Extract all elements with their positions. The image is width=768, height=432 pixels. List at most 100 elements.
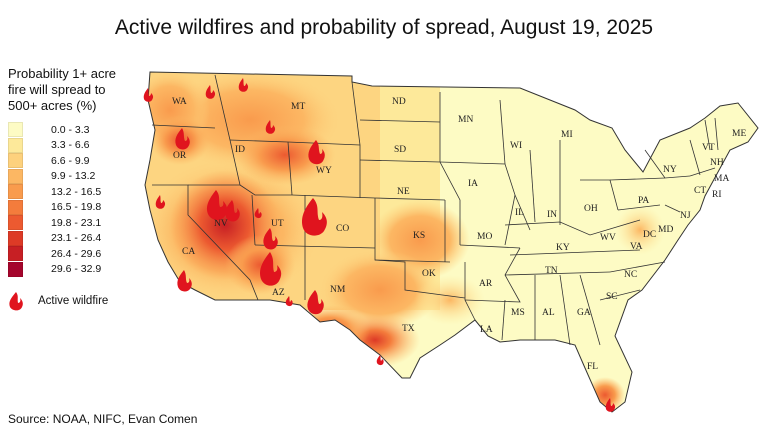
- state-label: NY: [663, 165, 677, 175]
- state-label: NV: [214, 219, 228, 229]
- state-label: LA: [480, 325, 493, 335]
- state-label: NH: [710, 158, 724, 168]
- state-label: CT: [694, 186, 706, 196]
- state-label: WV: [600, 233, 616, 243]
- legend-row: 23.1 - 26.4: [8, 230, 148, 247]
- state-label: WI: [510, 141, 522, 151]
- legend-row: 3.3 - 6.6: [8, 137, 148, 154]
- state-label: VA: [630, 242, 643, 252]
- state-label: RI: [712, 190, 722, 200]
- legend-swatch: [8, 199, 23, 215]
- state-label: WY: [316, 166, 332, 176]
- state-label: MI: [561, 130, 573, 140]
- state-label: MS: [511, 308, 525, 318]
- state-borders: [144, 71, 759, 413]
- state-label: GA: [577, 308, 591, 318]
- flame-icon: [263, 228, 278, 250]
- legend-label: 26.4 - 29.6: [51, 247, 102, 260]
- legend-row: 19.8 - 23.1: [8, 215, 148, 231]
- legend-swatch: [8, 246, 23, 262]
- legend-label: 6.6 - 9.9: [51, 154, 90, 167]
- state-label: WA: [172, 97, 187, 107]
- state-label: MO: [477, 232, 492, 242]
- state-label: AL: [542, 308, 555, 318]
- wildfire-markers: [143, 78, 616, 412]
- flame-icon: [307, 290, 324, 315]
- flame-icon: [302, 198, 327, 236]
- state-label: KS: [413, 231, 425, 241]
- state-label: OR: [173, 151, 187, 161]
- legend-swatch: [8, 137, 23, 153]
- map-title: Active wildfires and probability of spre…: [114, 16, 654, 39]
- legend-title-line: 500+ acres (%): [8, 98, 97, 113]
- state-label: OH: [584, 204, 598, 214]
- flame-icon: [205, 85, 216, 99]
- state-label: IA: [468, 179, 478, 189]
- legend-label: 19.8 - 23.1: [51, 216, 102, 229]
- state-label: NC: [624, 270, 637, 280]
- state-label: PA: [638, 196, 649, 206]
- legend-row: 9.9 - 13.2: [8, 168, 148, 185]
- legend-row: 26.4 - 29.6: [8, 246, 148, 262]
- state-label: OK: [422, 269, 436, 279]
- flame-icon: [285, 296, 293, 307]
- state-labels: WA OR CA ID NV MT WY UT AZ CO NM ND SD N…: [172, 97, 746, 372]
- flame-icon: [238, 78, 249, 92]
- legend-label: 13.2 - 16.5: [51, 185, 102, 198]
- flame-icon: [175, 128, 190, 150]
- state-label: ND: [392, 97, 406, 107]
- flame-icon: [155, 195, 166, 209]
- legend-title: Probability 1+ acre fire will spread to …: [8, 66, 148, 114]
- legend-row: 16.5 - 19.8: [8, 199, 148, 216]
- state-label: MN: [458, 115, 473, 125]
- legend-label: 16.5 - 19.8: [51, 201, 102, 214]
- state-label: SC: [606, 292, 618, 302]
- legend-swatch: [8, 261, 23, 277]
- legend-swatch: [8, 153, 23, 169]
- legend-label: 3.3 - 6.6: [51, 139, 90, 152]
- state-label: KY: [556, 243, 570, 253]
- legend-row: 6.6 - 9.9: [8, 153, 148, 169]
- state-label: SD: [394, 145, 406, 155]
- legend-swatch: [8, 122, 23, 138]
- source-note: Source: NOAA, NIFC, Evan Comen: [8, 412, 198, 426]
- flame-icon: [265, 120, 276, 134]
- state-label: CO: [336, 224, 349, 234]
- state-label: DC: [643, 230, 656, 240]
- state-label: MT: [291, 102, 305, 112]
- state-label: ME: [732, 129, 746, 139]
- legend-label: 23.1 - 26.4: [51, 232, 102, 245]
- flame-icon: [206, 190, 228, 220]
- flame-icon: [143, 88, 154, 102]
- legend-label: 29.6 - 32.9: [51, 263, 102, 276]
- flame-icon: [254, 208, 262, 219]
- state-label: AZ: [272, 288, 285, 298]
- state-label: MD: [658, 225, 673, 235]
- flame-icon: [308, 140, 325, 165]
- state-label: CA: [182, 247, 195, 257]
- state-label: TX: [402, 324, 415, 334]
- legend-row: 29.6 - 32.9: [8, 261, 148, 278]
- flame-icon: [225, 200, 240, 222]
- legend-swatch: [8, 215, 23, 231]
- state-label: IN: [547, 210, 557, 220]
- state-label: NM: [330, 285, 346, 295]
- legend-fire-row: Active wildfire: [8, 291, 148, 311]
- legend-title-line: Probability 1+ acre: [8, 66, 117, 81]
- state-label: MA: [714, 174, 729, 184]
- state-label: IL: [515, 208, 524, 218]
- legend-label: 9.9 - 13.2: [51, 170, 96, 183]
- legend-row: 13.2 - 16.5: [8, 184, 148, 200]
- legend-swatch: [8, 230, 23, 246]
- state-label: VT: [702, 143, 715, 153]
- state-label: NJ: [680, 211, 691, 221]
- state-label: TN: [545, 266, 558, 276]
- legend-swatch: [8, 168, 23, 184]
- flame-icon: [260, 252, 282, 286]
- flame-icon: [376, 355, 384, 366]
- legend-fire-label: Active wildfire: [38, 295, 109, 307]
- state-label: AR: [479, 279, 493, 289]
- flame-icon: [177, 270, 192, 292]
- legend-row: 0.0 - 3.3: [8, 122, 148, 138]
- legend-swatch: [8, 184, 23, 200]
